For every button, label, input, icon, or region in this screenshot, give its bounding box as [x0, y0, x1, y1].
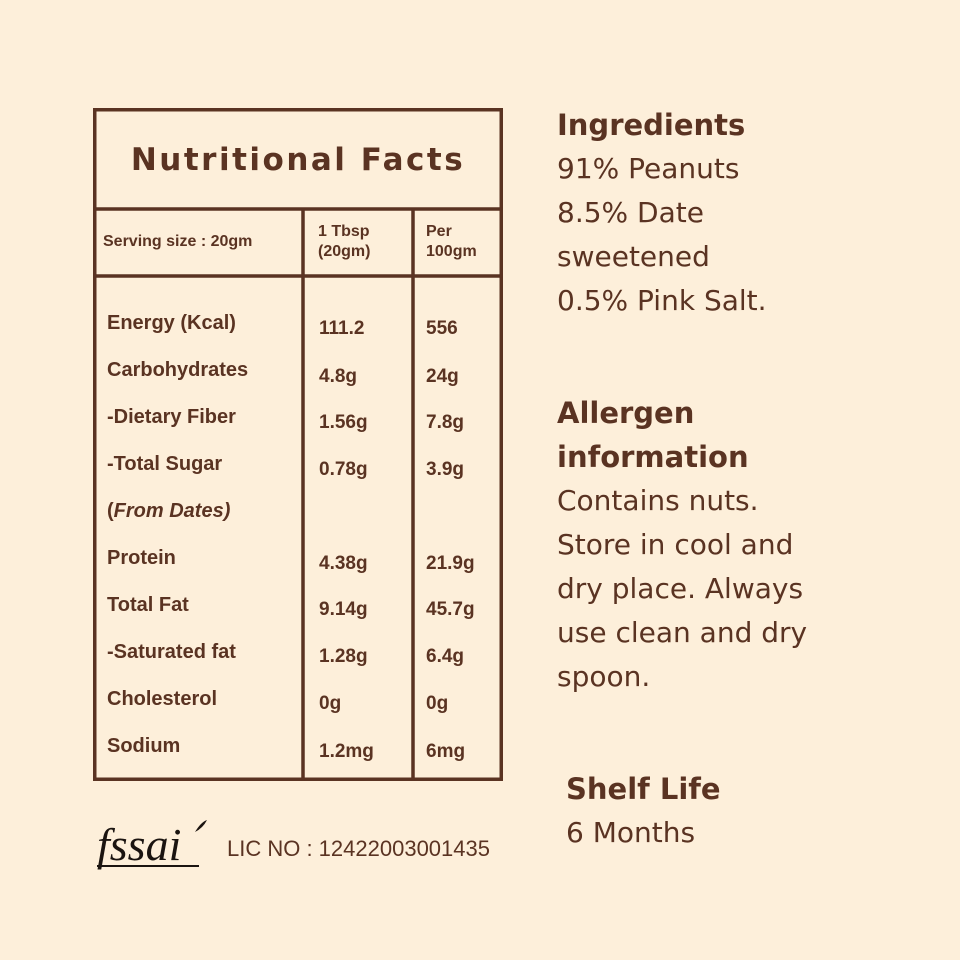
value-per-100g-protein: 21.9g [426, 553, 475, 574]
allergen-line: use clean and dry [557, 616, 808, 649]
value-per-100g-energy: 556 [426, 318, 458, 339]
nutrient-label-total-sugar: -Total Sugar [107, 453, 223, 475]
allergen-line: dry place. Always [557, 572, 804, 605]
nutrient-label-total-fat: Total Fat [107, 594, 189, 616]
ingredient-line: sweetened [557, 240, 710, 273]
nutrition-facts-panel [93, 108, 503, 781]
value-per-tbsp-cholesterol: 0g [319, 693, 342, 714]
nutrient-label-protein: Protein [107, 547, 176, 569]
value-per-tbsp-protein: 4.38g [319, 553, 368, 574]
nutrient-label-cholesterol: Cholesterol [107, 688, 218, 710]
svg-text:fssai: fssai [97, 819, 181, 870]
column-header-per-100g: Per 100gm [426, 223, 477, 260]
value-per-tbsp-dietary-fiber: 1.56g [319, 412, 368, 433]
ingredient-line: 91% Peanuts [557, 152, 740, 185]
fssai-logo: fssai [97, 819, 207, 870]
nutrient-label-saturated-fat: -Saturated fat [107, 641, 236, 663]
nutrition-table-frame [93, 108, 503, 781]
value-per-tbsp-carbohydrates: 4.8g [319, 366, 358, 387]
value-per-100g-cholesterol: 0g [426, 693, 449, 714]
value-per-100g-sodium: 6mg [426, 741, 466, 762]
nutrient-label-energy: Energy (Kcal) [107, 312, 236, 334]
ingredient-line: 8.5% Date [557, 196, 704, 229]
allergen-line: Store in cool and [557, 528, 794, 561]
value-per-tbsp-saturated-fat: 1.28g [319, 646, 368, 667]
ingredients-list: 91% Peanuts 8.5% Date sweetened 0.5% Pin… [557, 147, 767, 323]
shelf-life-heading: Shelf Life [566, 772, 721, 806]
allergen-line: Contains nuts. [557, 484, 759, 517]
allergen-text: Contains nuts. Store in cool and dry pla… [557, 479, 807, 699]
value-per-tbsp-sodium: 1.2mg [319, 741, 374, 762]
value-per-tbsp-total-fat: 9.14g [319, 599, 368, 620]
nutrient-label-from-dates: (From Dates) [107, 500, 231, 522]
ingredient-line: 0.5% Pink Salt. [557, 284, 767, 317]
nutrition-title: Nutritional Facts [130, 142, 466, 178]
serving-size-label: Serving size : 20gm [103, 233, 253, 250]
value-per-tbsp-total-sugar: 0.78g [319, 459, 368, 480]
allergen-heading: Allergen information [557, 396, 749, 474]
nutrient-label-dietary-fiber: -Dietary Fiber [107, 406, 236, 428]
license-number: LIC NO : 12422003001435 [227, 836, 490, 861]
value-per-tbsp-energy: 111.2 [319, 318, 365, 339]
value-per-100g-saturated-fat: 6.4g [426, 646, 465, 667]
allergen-line: spoon. [557, 660, 651, 693]
nutrient-label-sodium: Sodium [107, 735, 181, 757]
value-per-100g-dietary-fiber: 7.8g [426, 412, 465, 433]
shelf-life-value: 6 Months [566, 816, 696, 849]
value-per-100g-total-sugar: 3.9g [426, 459, 465, 480]
nutrient-label-carbohydrates: Carbohydrates [107, 359, 249, 381]
column-header-per-tbsp: 1 Tbsp (20gm) [318, 223, 371, 260]
ingredients-heading: Ingredients [557, 108, 746, 142]
value-per-100g-carbohydrates: 24g [426, 366, 459, 387]
value-per-100g-total-fat: 45.7g [426, 599, 475, 620]
